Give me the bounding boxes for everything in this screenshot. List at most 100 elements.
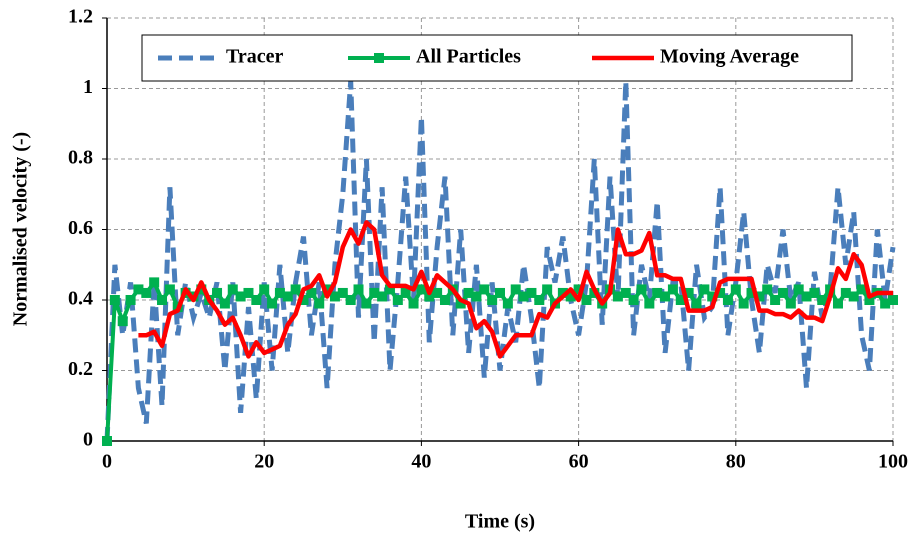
marker	[801, 291, 812, 302]
x-tick-label: 100	[878, 451, 908, 473]
marker	[212, 287, 223, 298]
marker	[667, 284, 678, 295]
marker	[329, 291, 340, 302]
marker	[817, 295, 828, 305]
marker	[353, 284, 364, 295]
marker	[298, 295, 309, 305]
marker	[196, 284, 207, 295]
marker	[526, 287, 537, 298]
series-line	[104, 81, 896, 442]
y-tick-label: 0	[83, 429, 93, 451]
marker	[487, 295, 498, 305]
marker	[495, 287, 505, 298]
marker	[785, 298, 796, 309]
marker	[455, 298, 466, 309]
marker	[746, 287, 757, 298]
marker	[377, 291, 388, 302]
y-axis-label: Normalised velocity (-)	[10, 132, 32, 326]
marker	[518, 291, 529, 302]
marker	[439, 295, 450, 305]
marker	[848, 291, 859, 302]
marker	[337, 287, 348, 298]
marker	[612, 291, 623, 302]
marker	[534, 295, 545, 305]
marker	[856, 284, 867, 295]
marker	[306, 287, 317, 298]
marker	[369, 287, 380, 298]
marker	[471, 291, 482, 302]
marker	[102, 436, 112, 446]
marker	[314, 298, 325, 309]
x-tick-label: 20	[254, 451, 274, 473]
marker	[840, 287, 851, 298]
marker	[408, 298, 419, 309]
marker	[157, 295, 168, 305]
marker	[683, 287, 694, 298]
marker	[738, 298, 749, 309]
marker	[880, 298, 891, 309]
legend-label: Tracer	[226, 46, 283, 68]
marker	[542, 284, 553, 295]
marker	[141, 287, 152, 298]
marker	[565, 291, 576, 302]
marker	[581, 295, 592, 305]
marker	[762, 284, 773, 295]
marker	[660, 291, 671, 302]
x-tick-label: 0	[102, 451, 112, 473]
marker	[675, 295, 686, 305]
marker	[809, 287, 820, 298]
marker	[109, 295, 120, 305]
marker	[164, 284, 175, 295]
y-tick-label: 0.6	[68, 217, 93, 239]
marker	[793, 284, 804, 295]
marker	[282, 291, 293, 302]
marker	[125, 295, 136, 305]
marker	[235, 291, 246, 302]
marker	[652, 287, 663, 298]
x-axis-label: Time (s)	[465, 511, 535, 533]
legend-label: All Particles	[416, 46, 521, 68]
marker	[392, 295, 403, 305]
marker	[730, 284, 741, 295]
y-tick-label: 0.2	[68, 358, 93, 380]
marker	[149, 277, 160, 288]
x-tick-label: 60	[569, 451, 589, 473]
marker	[227, 284, 238, 295]
marker	[628, 295, 639, 305]
y-tick-label: 0.8	[68, 147, 93, 169]
marker	[259, 284, 270, 295]
marker	[502, 298, 513, 309]
x-tick-label: 80	[726, 451, 746, 473]
marker	[832, 298, 843, 309]
y-tick-label: 0.4	[68, 288, 93, 310]
y-tick-label: 1.2	[68, 6, 93, 28]
marker	[707, 291, 718, 302]
marker	[322, 284, 333, 295]
marker	[636, 284, 647, 295]
marker	[770, 295, 781, 305]
marker	[424, 291, 435, 302]
marker	[133, 284, 144, 295]
marker	[463, 287, 474, 298]
series-line	[138, 220, 893, 359]
marker	[722, 295, 733, 305]
legend-marker	[374, 53, 384, 63]
marker	[384, 284, 395, 295]
marker	[361, 298, 372, 309]
marker	[219, 298, 230, 309]
marker	[888, 295, 898, 305]
marker	[290, 284, 301, 295]
marker	[479, 284, 490, 295]
marker	[117, 316, 128, 327]
marker	[400, 287, 411, 298]
marker	[715, 287, 726, 298]
marker	[691, 298, 702, 309]
marker	[267, 298, 278, 309]
marker	[754, 291, 765, 302]
marker	[557, 287, 568, 298]
marker	[274, 287, 285, 298]
legend-box	[141, 34, 853, 82]
marker	[510, 284, 521, 295]
y-tick-label: 1	[83, 76, 93, 98]
